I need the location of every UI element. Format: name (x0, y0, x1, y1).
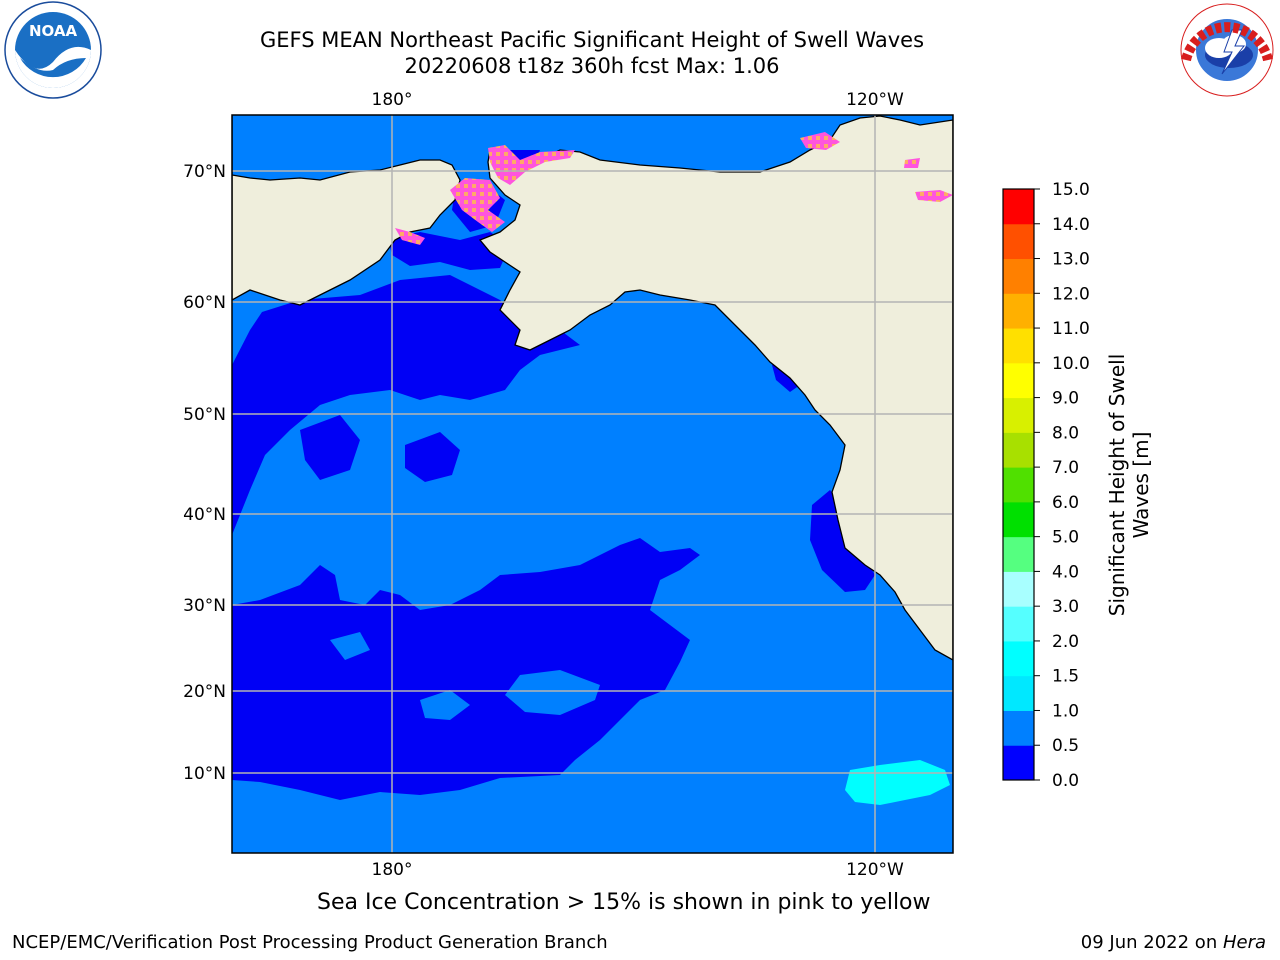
colorbar-bin (1003, 571, 1034, 607)
colorbar-tick-label: 12.0 (1052, 284, 1090, 304)
mid-swell-islands (330, 632, 600, 720)
colorbar-bin (1003, 397, 1034, 433)
lon-label-top-180: 180° (372, 90, 413, 110)
high-swell-region (845, 760, 950, 805)
colorbar-tick-label: 8.0 (1052, 423, 1079, 443)
footer-date: 09 Jun 2022 on Hera (1081, 932, 1266, 953)
map-area (232, 115, 953, 853)
colorbar-tick-label: 1.0 (1052, 701, 1079, 721)
footer-date-text: 09 Jun 2022 on (1080, 932, 1223, 953)
colorbar-tick-label: 10.0 (1052, 354, 1090, 374)
lat-label-50n: 50°N (183, 405, 226, 425)
lat-label-40n: 40°N (183, 505, 226, 525)
footer-credit: NCEP/EMC/Verification Post Processing Pr… (12, 932, 608, 953)
colorbar-tick-label: 6.0 (1052, 493, 1079, 513)
colorbar-frame (1002, 188, 1035, 781)
sea-ice (395, 132, 953, 245)
colorbar-bin (1003, 675, 1034, 711)
colorbar-bin (1003, 362, 1034, 399)
colorbar-tick-label: 13.0 (1052, 250, 1090, 270)
colorbar-bin (1003, 432, 1034, 468)
graticule (232, 115, 953, 853)
colorbar-bin (1003, 293, 1034, 329)
colorbar-bin (1003, 640, 1034, 677)
lat-label-20n: 20°N (183, 682, 226, 702)
lat-label-30n: 30°N (183, 596, 226, 616)
colorbar-tick-label: 5.0 (1052, 528, 1079, 548)
map-title: GEFS MEAN Northeast Pacific Significant … (259, 28, 925, 52)
colorbar (1003, 189, 1034, 781)
lat-label-60n: 60°N (183, 293, 226, 313)
colorbar-bin (1003, 258, 1034, 294)
colorbar-tick-label: 0.5 (1052, 736, 1079, 756)
colorbar-tick-label: 9.0 (1052, 389, 1079, 409)
colorbar-bin (1003, 536, 1034, 572)
map-subtitle: 20220608 t18z 360h fcst Max: 1.06 (404, 54, 780, 78)
colorbar-tick-label: 0.0 (1052, 771, 1079, 791)
colorbar-tick-label: 14.0 (1052, 215, 1090, 235)
lon-label-top-120w: 120°W (846, 90, 904, 110)
colorbar-ticks: 15.0 14.0 13.0 12.0 11.0 10.0 9.0 8.0 7.0 6.0 5.0 4… (1034, 180, 1090, 791)
colorbar-tick-label: 15.0 (1052, 180, 1090, 200)
colorbar-label-line1: Significant Height of Swell (1105, 354, 1129, 616)
map-frame (231, 114, 954, 854)
colorbar-bin (1003, 223, 1034, 260)
lon-label-bottom-180: 180° (372, 860, 413, 880)
colorbar-tick-label: 2.0 (1052, 632, 1079, 652)
colorbar-bin (1003, 606, 1034, 642)
lat-label-70n: 70°N (183, 162, 226, 182)
colorbar-tick-label: 3.0 (1052, 597, 1079, 617)
lon-label-bottom-120w: 120°W (846, 860, 904, 880)
colorbar-tick-label: 4.0 (1052, 562, 1079, 582)
nws-logo (1180, 3, 1274, 97)
noaa-logo-text: NOAA (29, 22, 78, 40)
sea-ice-caption: Sea Ice Concentration > 15% is shown in … (317, 890, 931, 915)
colorbar-bin (1003, 467, 1034, 503)
colorbar-bin (1003, 710, 1034, 746)
colorbar-bin (1003, 189, 1034, 225)
lat-label-10n: 10°N (183, 764, 226, 784)
noaa-logo: NOAA (4, 1, 102, 99)
colorbar-bin (1003, 328, 1034, 364)
colorbar-label-line2: Waves [m] (1129, 432, 1153, 539)
colorbar-tick-label: 1.5 (1052, 667, 1079, 687)
colorbar-tick-label: 7.0 (1052, 458, 1079, 478)
colorbar-bin (1003, 501, 1034, 538)
colorbar-bin (1003, 745, 1034, 781)
colorbar-tick-label: 11.0 (1052, 319, 1090, 339)
footer-host: Hera (1222, 932, 1266, 953)
